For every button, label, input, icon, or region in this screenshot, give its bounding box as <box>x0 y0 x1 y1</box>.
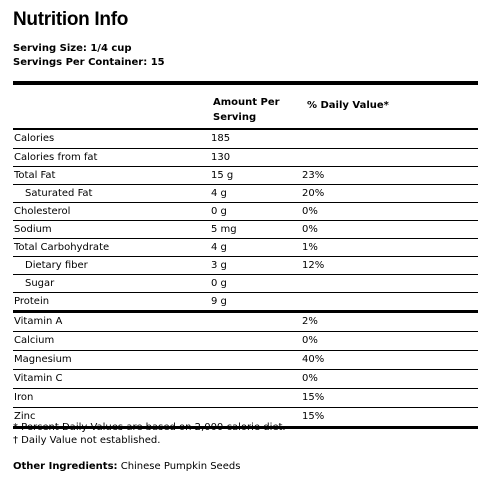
serving-size: Serving Size: 1/4 cup <box>13 43 132 54</box>
top-thick-rule <box>13 81 478 85</box>
vitamin-dv: 15% <box>302 411 325 422</box>
vitamin-name: Calcium <box>14 335 55 346</box>
nutrition-table: Amount Per Serving % Daily Value* Calori… <box>13 85 478 429</box>
nutrient-name: Sodium <box>14 224 52 235</box>
mid-thick-rule <box>13 310 478 313</box>
amount-header-line1: Amount Per <box>213 97 280 108</box>
nutrient-amount: 3 g <box>211 260 227 271</box>
footnotes: * Percent Daily Values are based on 2,00… <box>13 421 286 447</box>
table-row: Calcium 0% <box>13 332 478 351</box>
table-row: Total Carbohydrate 4 g 1% <box>13 239 478 257</box>
servings-per-container: Servings Per Container: 15 <box>13 57 165 68</box>
table-row: Protein 9 g <box>13 293 478 310</box>
table-row: Cholesterol 0 g 0% <box>13 203 478 221</box>
nutrient-name: Total Fat <box>14 170 56 181</box>
other-ingredients-label: Other Ingredients: <box>13 461 118 472</box>
nutrient-amount: 9 g <box>211 296 227 307</box>
table-row: Dietary fiber 3 g 12% <box>13 257 478 275</box>
nutrient-dv: 20% <box>302 188 325 199</box>
vitamin-dv: 2% <box>302 316 318 327</box>
table-row: Calories from fat 130 <box>13 149 478 167</box>
vitamin-name: Iron <box>14 392 34 403</box>
nutrient-amount: 185 <box>211 133 231 144</box>
nutrition-title: Nutrition Info <box>13 9 129 30</box>
vitamin-dv: 40% <box>302 354 325 365</box>
nutrient-name: Total Carbohydrate <box>14 242 110 253</box>
table-row: Calories 185 <box>13 130 478 149</box>
other-ingredients-value: Chinese Pumpkin Seeds <box>117 461 241 472</box>
nutrient-dv: 23% <box>302 170 325 181</box>
other-ingredients: Other Ingredients: Chinese Pumpkin Seeds <box>13 461 240 472</box>
nutrient-amount: 5 mg <box>211 224 237 235</box>
table-row: Vitamin A 2% <box>13 313 478 332</box>
nutrient-amount: 4 g <box>211 242 227 253</box>
table-row: Total Fat 15 g 23% <box>13 167 478 185</box>
nutrient-amount: 130 <box>211 152 231 163</box>
nutrient-dv: 0% <box>302 224 318 235</box>
table-row: Saturated Fat 4 g 20% <box>13 185 478 203</box>
table-row: Sodium 5 mg 0% <box>13 221 478 239</box>
nutrient-name: Protein <box>14 296 50 307</box>
daily-value-header: % Daily Value* <box>307 100 389 111</box>
percent-daily-note: * Percent Daily Values are based on 2,00… <box>13 422 286 433</box>
nutrient-amount: 4 g <box>211 188 227 199</box>
table-row: Vitamin C 0% <box>13 370 478 389</box>
amount-header-line2: Serving <box>213 112 257 123</box>
nutrient-name: Sugar <box>25 278 55 289</box>
nutrient-amount: 0 g <box>211 206 227 217</box>
vitamin-name: Magnesium <box>14 354 72 365</box>
table-header: Amount Per Serving % Daily Value* <box>13 85 478 130</box>
nutrient-amount: 15 g <box>211 170 234 181</box>
vitamin-dv: 0% <box>302 335 318 346</box>
amount-per-serving-header: Amount Per Serving <box>213 95 280 125</box>
table-row: Zinc 15% <box>13 408 478 426</box>
nutrient-name: Dietary fiber <box>25 260 88 271</box>
bottom-thick-rule <box>13 426 478 429</box>
vitamin-name: Vitamin C <box>14 373 63 384</box>
vitamin-dv: 15% <box>302 392 325 403</box>
table-row: Iron 15% <box>13 389 478 408</box>
dagger-note: † Daily Value not established. <box>13 435 161 446</box>
nutrient-name: Calories <box>14 133 55 144</box>
nutrient-dv: 12% <box>302 260 325 271</box>
table-row: Magnesium 40% <box>13 351 478 370</box>
nutrient-name: Calories from fat <box>14 152 98 163</box>
vitamin-name: Zinc <box>14 411 36 422</box>
vitamin-name: Vitamin A <box>14 316 63 327</box>
vitamin-dv: 0% <box>302 373 318 384</box>
nutrient-amount: 0 g <box>211 278 227 289</box>
nutrient-dv: 0% <box>302 206 318 217</box>
nutrient-name: Saturated Fat <box>25 188 93 199</box>
nutrient-dv: 1% <box>302 242 318 253</box>
nutrient-name: Cholesterol <box>14 206 71 217</box>
table-row: Sugar 0 g <box>13 275 478 293</box>
